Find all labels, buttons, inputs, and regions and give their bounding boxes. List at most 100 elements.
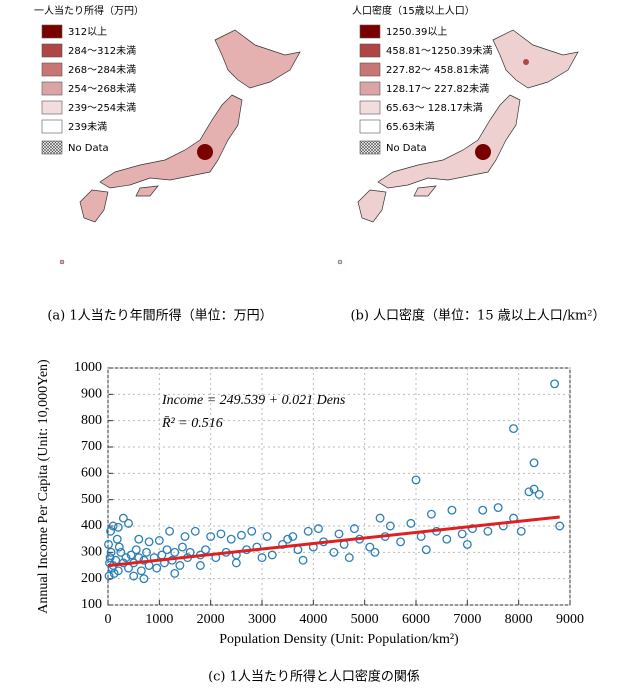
point <box>550 379 560 389</box>
point <box>144 537 154 547</box>
legend-label: 254～268未満 <box>68 83 136 95</box>
point <box>226 534 236 544</box>
point <box>105 553 115 563</box>
point <box>344 553 354 563</box>
point <box>114 542 124 552</box>
y-tick-label: 200 <box>81 571 102 586</box>
point <box>329 547 339 557</box>
x-tick-label: 3000 <box>248 612 276 627</box>
point <box>447 505 457 515</box>
point <box>462 539 472 549</box>
legend-label: 284～312未満 <box>68 45 136 57</box>
point <box>421 545 431 555</box>
legend-label: 312以上 <box>68 26 107 38</box>
point <box>365 542 375 552</box>
legend-swatch <box>359 62 381 77</box>
point <box>314 524 323 534</box>
point <box>483 526 493 536</box>
point <box>370 547 380 557</box>
legend-swatch <box>41 43 63 58</box>
point <box>162 545 172 555</box>
x-tick-label: 7000 <box>453 612 481 627</box>
point <box>152 563 162 573</box>
point <box>129 571 139 581</box>
point <box>126 550 136 560</box>
point <box>468 524 477 534</box>
x-tick-label: 9000 <box>556 612 584 627</box>
legend-swatch <box>359 140 381 155</box>
point <box>237 530 246 540</box>
point <box>247 526 257 536</box>
caption: (b) 人口密度（単位：15 歳以上人口/km²） <box>350 308 605 324</box>
x-tick-label: 6000 <box>402 612 430 627</box>
y-tick-label: 1000 <box>74 360 102 375</box>
point <box>139 574 149 584</box>
point <box>177 542 187 552</box>
legend-swatch <box>359 24 381 39</box>
point <box>136 566 146 576</box>
point <box>195 561 205 570</box>
point <box>442 534 452 544</box>
point <box>524 487 534 497</box>
y-tick-label: 400 <box>81 518 102 533</box>
legend-label: 1250.39以上 <box>386 26 447 38</box>
legend-label: 239～254未満 <box>68 102 136 114</box>
point <box>142 547 151 557</box>
legend-title: 一人当たり所得（万円） <box>34 4 144 17</box>
x-tick-label: 8000 <box>505 612 533 627</box>
map-b <box>337 29 579 265</box>
point <box>124 518 133 528</box>
point <box>112 534 122 544</box>
point <box>262 532 272 541</box>
point <box>288 532 298 541</box>
caption: (a) 1人当たり年間所得（単位：万円） <box>47 308 272 324</box>
point <box>478 505 488 515</box>
point <box>396 537 406 547</box>
point <box>131 545 141 555</box>
x-tick-label: 2000 <box>197 612 225 627</box>
fit-line <box>107 515 560 568</box>
legend-title: 人口密度（15歳以上人口） <box>352 4 475 17</box>
annotation: R̄² = 0.516 <box>161 416 223 431</box>
legend-label: No Data <box>68 143 109 154</box>
point <box>416 532 426 541</box>
legend-swatch <box>359 119 381 134</box>
legend-label: No Data <box>386 143 427 154</box>
point <box>180 532 190 541</box>
point <box>509 424 518 434</box>
point <box>267 550 277 560</box>
point <box>154 536 164 545</box>
legend-swatch <box>359 100 381 115</box>
point <box>406 518 416 528</box>
legend-swatch <box>359 81 381 96</box>
legend-swatch <box>41 119 63 134</box>
point <box>457 529 467 539</box>
y-tick-label: 700 <box>81 439 102 454</box>
point <box>529 484 539 494</box>
point <box>385 521 395 531</box>
point <box>534 489 544 499</box>
legend-swatch <box>41 81 63 96</box>
legend-label: 65.63～ 128.17未満 <box>386 102 483 114</box>
legend-label: 239未満 <box>68 121 107 133</box>
legend-label: 458.81～1250.39未満 <box>386 45 492 57</box>
annotation: Income = 249.539 + 0.021 Dens <box>161 393 346 408</box>
point <box>298 555 308 565</box>
point <box>108 521 118 531</box>
point <box>104 571 114 581</box>
point <box>109 568 119 578</box>
point <box>555 521 565 531</box>
point <box>106 526 116 536</box>
point <box>411 475 421 485</box>
y-tick-label: 500 <box>81 492 102 507</box>
y-tick-label: 300 <box>81 545 102 560</box>
legend-swatch <box>41 100 63 115</box>
point <box>165 526 175 536</box>
point <box>201 545 210 555</box>
point <box>170 568 180 578</box>
point <box>113 522 123 532</box>
y-tick-label: 600 <box>81 466 102 481</box>
point <box>206 532 216 541</box>
point <box>134 534 144 544</box>
caption: (c) 1人当たり所得と人口密度の関係 <box>208 669 420 685</box>
